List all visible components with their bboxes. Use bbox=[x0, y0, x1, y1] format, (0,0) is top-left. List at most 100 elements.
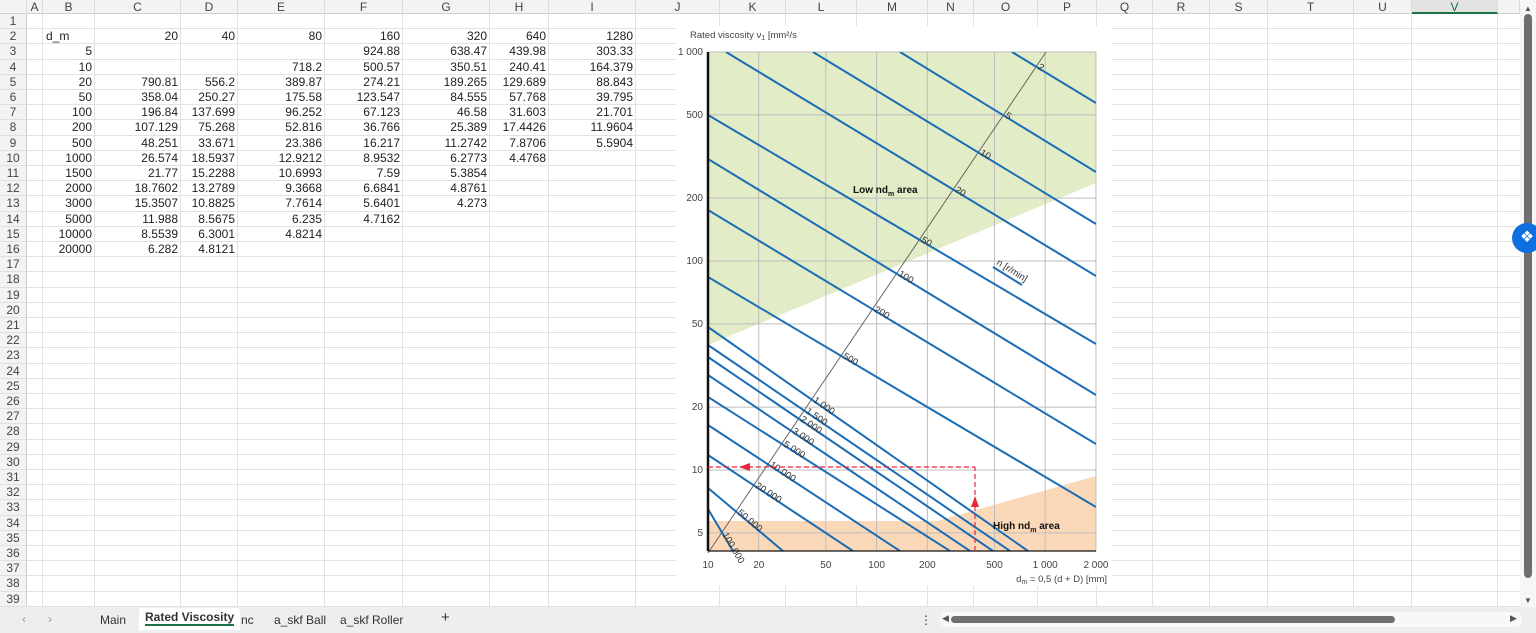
tab-a-skf-roller[interactable]: a_skf Roller bbox=[340, 613, 404, 627]
cell-C6[interactable]: 358.04 bbox=[141, 90, 178, 104]
cell-H5[interactable]: 129.689 bbox=[502, 74, 546, 89]
row-header-23[interactable]: 23 bbox=[0, 348, 27, 364]
row-header-26[interactable]: 26 bbox=[0, 394, 27, 410]
column-header-l[interactable]: L bbox=[786, 0, 857, 14]
dropbox-icon[interactable]: ❖ bbox=[1512, 223, 1536, 253]
cell-E6[interactable]: 175.58 bbox=[285, 90, 322, 104]
cell-I4[interactable]: 164.379 bbox=[589, 59, 633, 74]
row-header-16[interactable]: 16 bbox=[0, 242, 27, 258]
cell-G13[interactable]: 4.273 bbox=[456, 196, 487, 211]
column-header-u[interactable]: U bbox=[1354, 0, 1412, 14]
cell-B14[interactable]: 5000 bbox=[65, 211, 92, 226]
row-header-7[interactable]: 7 bbox=[0, 105, 27, 121]
row-header-2[interactable]: 2 bbox=[0, 29, 27, 45]
horizontal-scrollbar[interactable]: ◀ ▶ bbox=[940, 612, 1522, 627]
cell-B7[interactable]: 100 bbox=[71, 105, 92, 120]
cell-F3[interactable]: 924.88 bbox=[363, 44, 400, 59]
cell-F6[interactable]: 123.547 bbox=[356, 90, 400, 104]
cell-F7[interactable]: 67.123 bbox=[363, 105, 400, 120]
column-header-q[interactable]: Q bbox=[1097, 0, 1153, 14]
cell-B8[interactable]: 200 bbox=[71, 120, 92, 135]
cell-E8[interactable]: 52.816 bbox=[285, 120, 322, 135]
column-header-v[interactable]: V bbox=[1412, 0, 1498, 14]
cell-F2[interactable]: 160 bbox=[379, 29, 400, 44]
row-header-1[interactable]: 1 bbox=[0, 14, 27, 30]
cell-I6[interactable]: 39.795 bbox=[596, 90, 633, 104]
next-sheet-arrow[interactable]: › bbox=[48, 612, 52, 626]
cell-G2[interactable]: 320 bbox=[466, 29, 487, 44]
horizontal-scroll-thumb[interactable] bbox=[951, 616, 1395, 623]
cell-F8[interactable]: 36.766 bbox=[363, 120, 400, 135]
cell-B10[interactable]: 1000 bbox=[65, 150, 92, 165]
row-header-28[interactable]: 28 bbox=[0, 424, 27, 440]
column-header-e[interactable]: E bbox=[238, 0, 325, 14]
cell-E10[interactable]: 12.9212 bbox=[278, 150, 322, 165]
cell-I9[interactable]: 5.5904 bbox=[596, 135, 633, 150]
prev-sheet-arrow[interactable]: ‹ bbox=[22, 612, 26, 626]
row-header-19[interactable]: 19 bbox=[0, 287, 27, 303]
column-header-g[interactable]: G bbox=[403, 0, 490, 14]
row-header-31[interactable]: 31 bbox=[0, 470, 27, 486]
cell-E13[interactable]: 7.7614 bbox=[285, 196, 322, 211]
cell-D7[interactable]: 137.699 bbox=[191, 105, 235, 120]
scroll-down-arrow[interactable]: ▼ bbox=[1524, 596, 1532, 605]
tab-nc[interactable]: nc bbox=[241, 613, 254, 627]
column-header-k[interactable]: K bbox=[720, 0, 786, 14]
row-header-11[interactable]: 11 bbox=[0, 166, 27, 182]
row-header-22[interactable]: 22 bbox=[0, 333, 27, 349]
cell-C10[interactable]: 26.574 bbox=[141, 150, 178, 165]
cell-B9[interactable]: 500 bbox=[71, 135, 92, 150]
cell-C9[interactable]: 48.251 bbox=[141, 135, 178, 150]
cell-C5[interactable]: 790.81 bbox=[141, 74, 178, 89]
row-header-30[interactable]: 30 bbox=[0, 454, 27, 470]
cell-B2[interactable]: d_m bbox=[46, 29, 70, 44]
cell-B15[interactable]: 10000 bbox=[58, 226, 92, 241]
cell-H9[interactable]: 7.8706 bbox=[509, 135, 546, 150]
row-header-8[interactable]: 8 bbox=[0, 120, 27, 136]
row-header-12[interactable]: 12 bbox=[0, 181, 27, 197]
cell-B13[interactable]: 3000 bbox=[65, 196, 92, 211]
cell-C8[interactable]: 107.129 bbox=[134, 120, 178, 135]
column-header-d[interactable]: D bbox=[181, 0, 238, 14]
row-header-38[interactable]: 38 bbox=[0, 576, 27, 592]
cell-H8[interactable]: 17.4426 bbox=[502, 120, 546, 135]
cell-D5[interactable]: 556.2 bbox=[204, 74, 235, 89]
row-header-35[interactable]: 35 bbox=[0, 530, 27, 546]
cell-D9[interactable]: 33.671 bbox=[198, 135, 235, 150]
column-header-r[interactable]: R bbox=[1153, 0, 1210, 14]
column-header-m[interactable]: M bbox=[857, 0, 928, 14]
scroll-right-arrow[interactable]: ▶ bbox=[1510, 613, 1517, 623]
row-header-29[interactable]: 29 bbox=[0, 439, 27, 455]
cell-E15[interactable]: 4.8214 bbox=[285, 226, 322, 241]
cell-B4[interactable]: 10 bbox=[78, 59, 92, 74]
row-header-4[interactable]: 4 bbox=[0, 59, 27, 75]
row-header-3[interactable]: 3 bbox=[0, 44, 27, 60]
cell-E11[interactable]: 10.6993 bbox=[278, 166, 322, 180]
cell-F14[interactable]: 4.7162 bbox=[363, 211, 400, 226]
cell-C11[interactable]: 21.77 bbox=[147, 166, 178, 180]
cell-E5[interactable]: 389.87 bbox=[285, 74, 322, 89]
column-header-t[interactable]: T bbox=[1268, 0, 1354, 14]
cell-D11[interactable]: 15.2288 bbox=[191, 166, 235, 180]
cell-G9[interactable]: 11.2742 bbox=[444, 135, 488, 150]
column-header-p[interactable]: P bbox=[1038, 0, 1097, 14]
scroll-up-arrow[interactable]: ▲ bbox=[1524, 4, 1532, 13]
column-header-n[interactable]: N bbox=[928, 0, 974, 14]
cell-B12[interactable]: 2000 bbox=[65, 181, 92, 196]
cell-F10[interactable]: 8.9532 bbox=[363, 150, 400, 165]
row-header-6[interactable]: 6 bbox=[0, 90, 27, 106]
row-header-5[interactable]: 5 bbox=[0, 74, 27, 90]
add-sheet-button[interactable]: + bbox=[441, 609, 450, 626]
row-header-34[interactable]: 34 bbox=[0, 515, 27, 531]
row-header-27[interactable]: 27 bbox=[0, 409, 27, 425]
cell-D16[interactable]: 4.8121 bbox=[198, 242, 235, 256]
cell-D15[interactable]: 6.3001 bbox=[198, 226, 235, 241]
row-header-15[interactable]: 15 bbox=[0, 226, 27, 242]
cell-F9[interactable]: 16.217 bbox=[363, 135, 400, 150]
column-header-o[interactable]: O bbox=[974, 0, 1038, 14]
cell-G5[interactable]: 189.265 bbox=[443, 74, 487, 89]
cell-D6[interactable]: 250.27 bbox=[198, 90, 235, 104]
cell-G4[interactable]: 350.51 bbox=[450, 59, 487, 74]
cell-B11[interactable]: 1500 bbox=[65, 166, 92, 180]
cell-C2[interactable]: 20 bbox=[164, 29, 178, 44]
